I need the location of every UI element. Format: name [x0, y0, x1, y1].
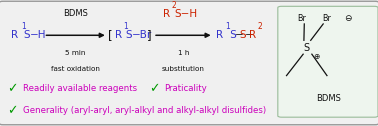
Text: ✓: ✓ — [7, 104, 17, 117]
Text: R: R — [115, 30, 122, 40]
Text: R: R — [216, 30, 223, 40]
Text: ✓: ✓ — [7, 82, 17, 95]
Text: R: R — [11, 30, 19, 40]
Text: Generality (aryl-aryl, aryl-alkyl and alkyl-alkyl disulfides): Generality (aryl-aryl, aryl-alkyl and al… — [23, 106, 266, 115]
Text: −Br: −Br — [132, 30, 153, 40]
Text: 2: 2 — [172, 1, 177, 10]
Text: 1: 1 — [21, 22, 26, 31]
Text: S: S — [23, 30, 30, 40]
Text: fast oxidation: fast oxidation — [51, 66, 100, 72]
Text: BDMS: BDMS — [63, 9, 88, 18]
Text: S: S — [227, 30, 237, 40]
Text: ✓: ✓ — [149, 82, 160, 95]
Text: 2: 2 — [257, 22, 262, 31]
Text: ]: ] — [147, 29, 151, 42]
Text: −: − — [245, 30, 254, 40]
Text: −H: −H — [30, 30, 46, 40]
Text: S: S — [239, 30, 246, 40]
Text: S: S — [303, 43, 309, 53]
Text: Br: Br — [322, 14, 331, 23]
Text: Br: Br — [297, 14, 306, 23]
Text: [: [ — [108, 29, 113, 42]
Text: 5 min: 5 min — [65, 50, 86, 56]
Text: R: R — [249, 30, 256, 40]
Text: ⊖: ⊖ — [344, 14, 352, 23]
Text: R: R — [163, 9, 170, 19]
Text: S−H: S−H — [174, 9, 197, 19]
Text: −: − — [235, 30, 244, 40]
Text: BDMS: BDMS — [316, 94, 341, 103]
Text: substitution: substitution — [162, 66, 205, 72]
Text: S: S — [126, 30, 133, 40]
Text: 1 h: 1 h — [178, 50, 189, 56]
FancyBboxPatch shape — [278, 6, 378, 117]
Text: ⊕: ⊕ — [314, 52, 320, 61]
Text: 1: 1 — [124, 22, 129, 31]
Text: Readily available reagents: Readily available reagents — [23, 84, 137, 93]
Text: Praticality: Praticality — [164, 84, 207, 93]
Text: 1: 1 — [225, 22, 230, 31]
